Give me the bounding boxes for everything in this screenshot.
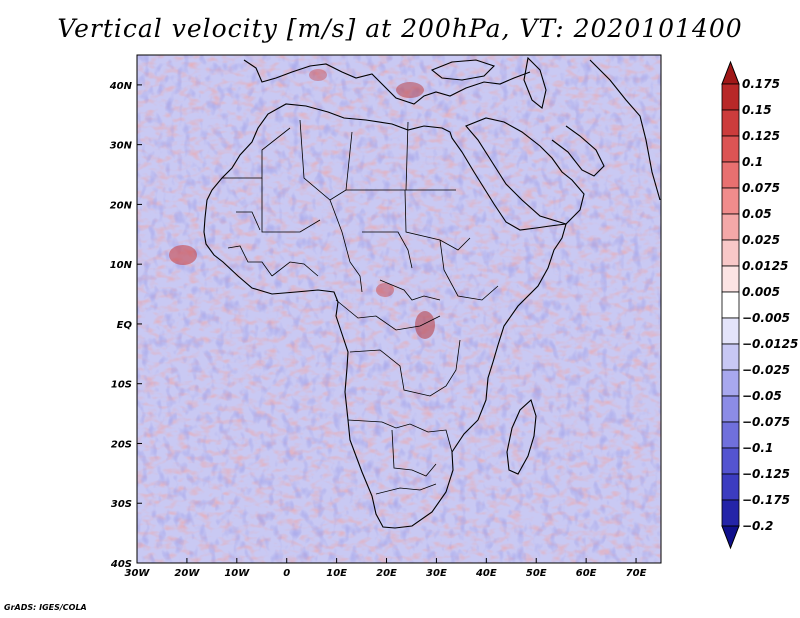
plot-title: Vertical velocity [m/s] at 200hPa, VT: 2… — [57, 14, 743, 43]
colorbar: 0.175 0.15 0.125 0.1 0.075 0.05 0.025 0.0125 0.0… — [721, 60, 798, 550]
colorbar-level-label: 0.125 — [742, 129, 780, 143]
lat-tick-label: 20S — [111, 439, 132, 450]
colorbar-swatch — [721, 239, 740, 267]
colorbar-swatch — [721, 83, 740, 111]
lon-tick-label: 30W — [125, 568, 151, 579]
lat-tick-label: EQ — [117, 320, 133, 331]
colorbar-swatch — [721, 135, 740, 163]
colorbar-level-label: 0.1 — [742, 155, 763, 169]
map-frame — [136, 54, 662, 564]
colorbar-level-label: −0.025 — [742, 363, 790, 377]
persian-gulf-coastline — [551, 125, 605, 177]
lat-tick-label: 40N — [109, 81, 133, 92]
lon-tick-label: 70E — [626, 568, 647, 579]
strong-updraft-core — [169, 245, 197, 265]
velocity-field — [137, 55, 661, 563]
strong-updraft-core — [396, 82, 424, 98]
colorbar-swatch — [721, 161, 740, 189]
black-sea-coastline — [430, 59, 496, 81]
longitude-axis: 30W 20W 10W 0 10E 20E 30E 40E 50E 60E 70E — [125, 558, 647, 579]
lat-tick-label: 10N — [110, 260, 133, 271]
arabia-coastline — [465, 117, 585, 225]
lon-tick-label: 20E — [376, 568, 397, 579]
colorbar-swatch — [721, 317, 740, 345]
colorbar-level-label: 0.0125 — [742, 259, 788, 273]
colorbar-level-label: −0.125 — [742, 467, 790, 481]
colorbar-level-label: 0.175 — [742, 77, 780, 91]
lon-tick-label: 40E — [475, 568, 497, 579]
lon-tick-label: 20W — [174, 568, 200, 579]
colorbar-swatch — [721, 291, 740, 319]
colorbar-swatch — [721, 499, 740, 527]
colorbar-level-label: 0.025 — [742, 233, 780, 247]
lon-tick-label: 10E — [326, 568, 347, 579]
colorbar-level-label: 0.005 — [742, 285, 780, 299]
colorbar-level-label: 0.075 — [742, 181, 780, 195]
colorbar-swatch — [721, 265, 740, 293]
strong-updraft-core — [415, 311, 435, 339]
grads-credit: GrADS: IGES/COLA — [4, 603, 87, 612]
colorbar-swatch — [721, 473, 740, 501]
colorbar-level-label: −0.0125 — [742, 337, 798, 351]
strong-updraft-core — [309, 69, 327, 81]
colorbar-level-label: −0.075 — [742, 415, 790, 429]
colorbar-swatch — [721, 343, 740, 371]
lat-tick-label: 20N — [110, 200, 133, 211]
caspian-coastline — [523, 56, 547, 109]
africa-coastline — [203, 103, 567, 529]
colorbar-swatch — [721, 395, 740, 423]
latitude-axis: 40N 30N 20N 10N EQ 10S 20S 30S 40S — [109, 81, 142, 570]
strong-updraft-core — [376, 283, 394, 297]
lon-tick-label: 10W — [224, 568, 250, 579]
lat-tick-label: 30S — [111, 499, 132, 510]
lon-tick-label: 50E — [526, 568, 547, 579]
colorbar-level-label: −0.005 — [742, 311, 790, 325]
country-borders — [222, 119, 499, 495]
lon-tick-label: 30E — [426, 568, 447, 579]
colorbar-level-label: 0.15 — [742, 103, 772, 117]
lat-tick-label: 40S — [110, 559, 132, 570]
field-neutral-texture — [137, 55, 661, 563]
lat-tick-label: 10S — [111, 380, 132, 391]
lat-tick-label: 30N — [110, 141, 133, 152]
lon-tick-label: 60E — [576, 568, 597, 579]
colorbar-top-arrow — [721, 60, 740, 85]
europe-coastline — [243, 59, 531, 105]
colorbar-bottom-arrow — [721, 525, 740, 550]
colorbar-swatch — [721, 421, 740, 449]
colorbar-swatch — [721, 369, 740, 397]
colorbar-level-label: −0.175 — [742, 493, 790, 507]
colorbar-swatch — [721, 213, 740, 241]
colorbar-level-label: −0.05 — [742, 389, 782, 403]
asia-coastline — [589, 59, 661, 201]
colorbar-level-label: −0.2 — [742, 519, 773, 533]
colorbar-level-label: −0.1 — [742, 441, 773, 455]
colorbar-level-label: 0.05 — [742, 207, 772, 221]
madagascar-coastline — [506, 399, 537, 475]
colorbar-swatch — [721, 109, 740, 137]
colorbar-swatch — [721, 447, 740, 475]
lon-tick-label: 0 — [283, 568, 290, 579]
colorbar-swatch — [721, 187, 740, 215]
